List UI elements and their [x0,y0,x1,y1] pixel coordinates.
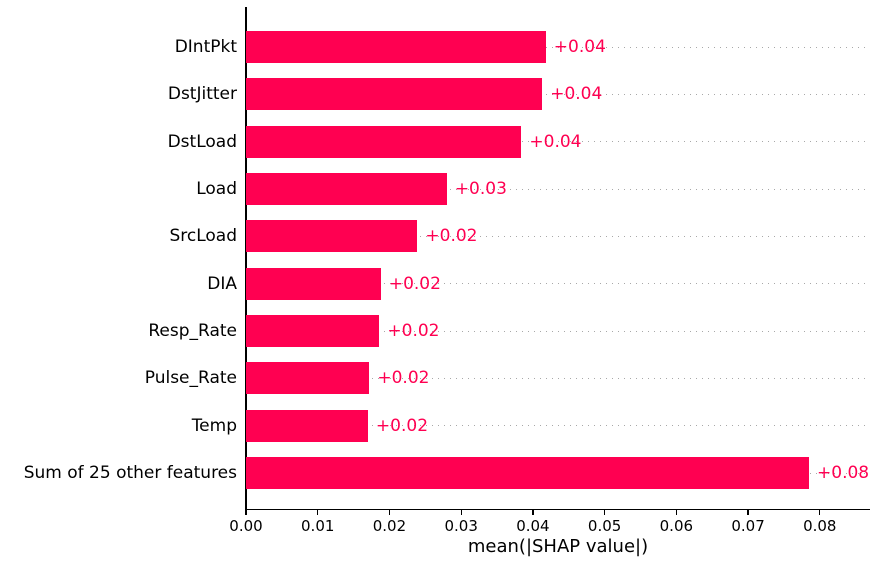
x-tick-label: 0.06 [659,517,694,535]
value-label: +0.04 [553,37,606,57]
x-axis-title: mean(|SHAP value|) [467,536,649,557]
bar [246,31,546,63]
gridline [246,46,870,48]
feature-label: DstLoad [167,131,237,152]
value-label: +0.02 [375,415,429,436]
x-tick-label: 0.07 [731,517,765,535]
x-tick-label: 0.02 [372,517,407,535]
gridline [246,235,870,237]
value-label: +0.08 [817,463,870,484]
x-tick-label: 0.01 [301,517,335,535]
gridline [246,141,870,143]
x-tick [460,509,462,515]
value-label: +0.04 [550,84,603,105]
bar [246,78,543,111]
value-label: +0.02 [387,321,440,342]
x-tick-label: 0.03 [444,517,478,535]
gridline [246,330,870,332]
x-tick [819,509,821,515]
x-axis-line [245,508,870,510]
x-tick-label: 0.04 [516,517,550,535]
x-tick [388,509,391,515]
feature-label: Pulse_Rate [144,368,237,389]
bar [246,409,368,442]
feature-label: DIntPkt [174,37,237,57]
feature-label: DstJitter [167,84,237,105]
feature-label: Load [196,179,237,200]
feature-label: SrcLoad [169,226,237,247]
gridline [246,377,870,379]
x-tick [747,509,749,515]
y-axis-line [245,7,247,509]
value-label: +0.03 [454,179,507,200]
x-tick-label: 0.05 [587,517,622,535]
bar [246,220,418,253]
feature-label: Sum of 25 other features [23,463,237,484]
bar [246,315,380,348]
bar [246,125,522,158]
x-tick [675,509,677,515]
feature-label: DIA [207,273,237,294]
gridline [246,93,870,95]
feature-label: Resp_Rate [148,321,237,342]
bar [246,267,381,300]
value-label: +0.04 [529,131,582,152]
x-tick-label: 0.00 [229,517,263,535]
gridline [246,188,870,190]
x-tick [603,509,606,515]
bar [246,362,370,395]
value-label: +0.02 [425,226,478,247]
value-label: +0.02 [388,273,441,294]
feature-label: Temp [191,415,237,436]
value-label: +0.02 [377,368,430,389]
gridline [246,425,870,427]
plot-area: +0.04 DIntPkt +0.04 DstJitter +0.04 DstLoad +0… [24,7,870,535]
x-tick-label: 0.08 [803,517,837,535]
bar [246,457,810,490]
bar [246,173,447,206]
gridline [246,283,870,285]
x-tick [532,509,534,515]
x-tick [245,509,247,515]
x-tick [317,509,319,515]
